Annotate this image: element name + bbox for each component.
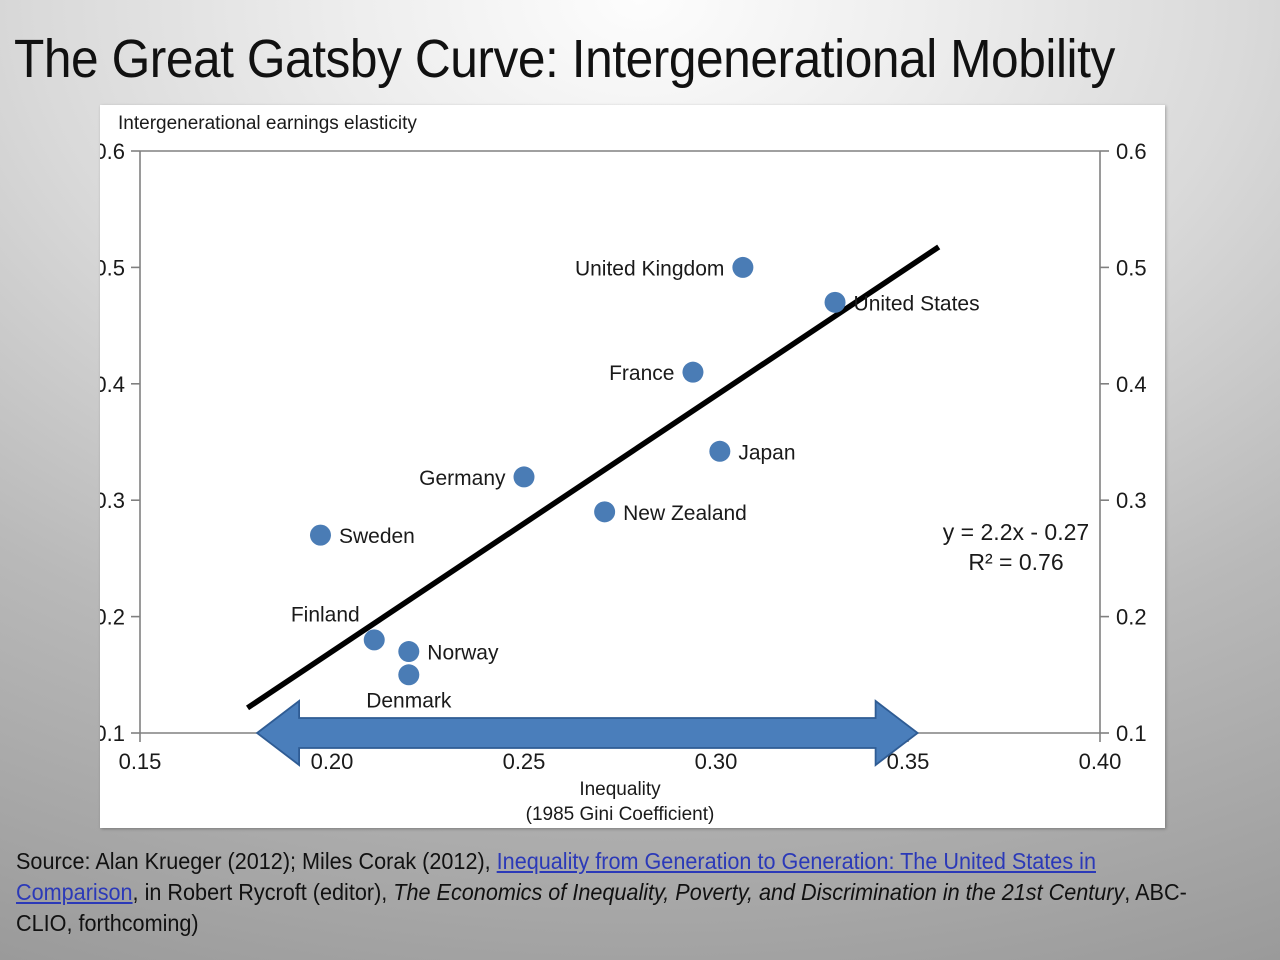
scatter-point-label: Germany [419,467,506,490]
y-tick-label-right: 0.2 [1116,605,1147,630]
scatter-point-label: United Kingdom [575,257,724,280]
trendline [245,244,941,711]
x-axis-ticks: 0.15 0.20 0.25 0.30 0.35 0.40 [119,733,1122,774]
scatter-points: Denmark Norway Finland Sweden New Zealand Ger… [291,256,980,712]
x-tick-label: 0.25 [503,749,546,774]
y-tick-label-left: 0.2 [100,605,125,630]
page-title: The Great Gatsby Curve: Intergenerationa… [14,29,1115,89]
source-footnote: Source: Alan Krueger (2012); Miles Corak… [16,846,1189,939]
scatter-point-marker[interactable] [513,466,535,488]
scatter-point-marker[interactable] [682,361,704,383]
source-middle: , in Robert Rycroft (editor), [132,879,394,905]
y-tick-label-left: 0.6 [100,139,125,164]
y-tick-label-left: 0.3 [100,488,125,513]
scatter-point-label: Finland [291,603,360,626]
scatter-point-marker[interactable] [594,501,616,523]
scatter-point-label: Denmark [366,689,452,712]
x-axis-subtitle: (1985 Gini Coefficient) [526,804,715,825]
trendline-equation: y = 2.2x - 0.27 [943,519,1089,545]
x-tick-label: 0.20 [311,749,354,774]
scatter-point-label: Sweden [339,525,415,548]
y-tick-label-left: 0.4 [100,372,125,397]
y-tick-label-right: 0.4 [1116,372,1147,397]
scatter-point-marker[interactable] [732,256,754,278]
source-suffix: , ABC-CLIO, forthcoming) [16,879,1187,936]
y-tick-label-right: 0.6 [1116,139,1147,164]
x-tick-label: 0.30 [695,749,738,774]
chart-panel: Intergenerational earnings elasticity 0.… [100,105,1165,828]
x-tick-label: 0.40 [1079,749,1122,774]
source-book-title: The Economics of Inequality, Poverty, an… [393,879,1125,905]
x-tick-label: 0.15 [119,749,162,774]
scatter-point-label: United States [854,292,980,315]
y-tick-label-right: 0.1 [1116,721,1147,746]
scatter-point-marker[interactable] [398,664,420,686]
chart-axes [139,150,1101,734]
scatter-point-marker[interactable] [709,440,731,462]
y-tick-label-right: 0.3 [1116,488,1147,513]
trendline-path [245,244,941,711]
y-axis-ticks-left: 0.1 0.2 0.3 0.4 0.5 0.6 [100,139,140,746]
scatter-point-marker[interactable] [824,291,846,313]
scatter-point-label: Norway [427,642,499,665]
scatter-point-marker[interactable] [398,641,420,663]
inequality-arrow [255,699,920,767]
x-tick-label: 0.35 [887,749,930,774]
y-tick-label-left: 0.1 [100,721,125,746]
scatter-point-label: New Zealand [623,502,747,525]
y-tick-label-left: 0.5 [100,255,125,280]
scatter-point-marker[interactable] [309,524,331,546]
y-tick-label-right: 0.5 [1116,255,1147,280]
y-axis-title: Intergenerational earnings elasticity [118,113,417,134]
scatter-point-marker[interactable] [363,629,385,651]
source-prefix: Source: Alan Krueger (2012); Miles Corak… [16,848,497,874]
trendline-r-squared: R² = 0.76 [968,549,1063,575]
great-gatsby-curve-chart: Intergenerational earnings elasticity 0.… [100,113,1147,825]
scatter-point-label: Japan [738,441,795,464]
inequality-double-arrow [255,699,920,767]
source-link[interactable]: Inequality from Generation to Generation… [16,848,1096,905]
x-axis-title: Inequality [579,779,661,800]
y-axis-ticks-right: 0.1 0.2 0.3 0.4 0.5 0.6 [1100,139,1147,746]
scatter-point-label: France [609,362,674,385]
